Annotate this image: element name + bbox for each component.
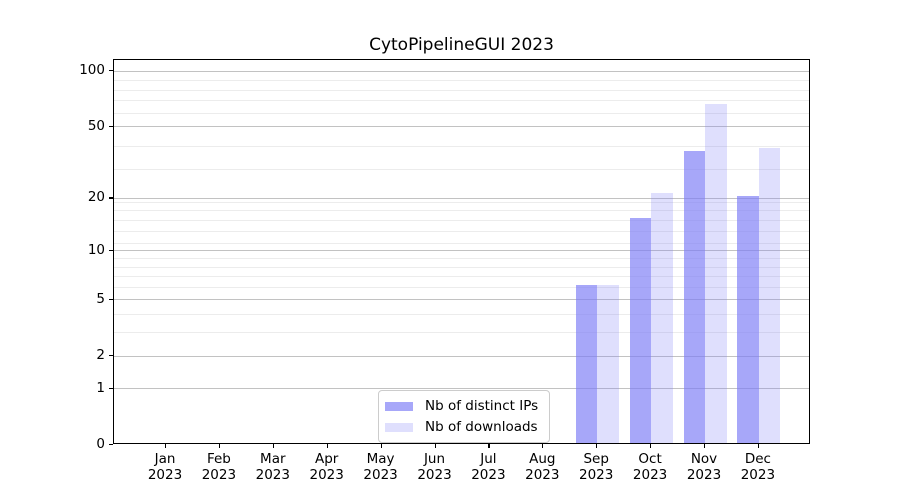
x-tick-label-mar: Mar 2023	[255, 451, 290, 483]
bar-downloads-nov	[705, 103, 727, 443]
y-tick-label-10: 10	[87, 241, 105, 258]
gridline-major-1	[114, 388, 809, 390]
y-tick-label-50: 50	[87, 117, 105, 134]
x-tick-label-aug: Aug 2023	[525, 451, 560, 483]
x-tick-mark-mar	[272, 444, 274, 448]
gridline-major-100	[114, 70, 809, 72]
x-tick-mark-oct	[650, 444, 652, 448]
x-tick-label-jan: Jan 2023	[147, 451, 183, 483]
legend-item-downloads: Nb of downloads	[385, 418, 538, 436]
y-tick-mark-100	[109, 70, 113, 72]
legend-item-distinct-ips: Nb of distinct IPs	[385, 397, 538, 415]
gridline-minor-9	[114, 258, 809, 259]
gridline-major-5	[114, 299, 809, 301]
gridline-major-20	[114, 197, 809, 199]
y-tick-mark-10	[109, 249, 113, 251]
y-tick-label-1: 1	[96, 379, 105, 396]
gridline-minor-29	[114, 169, 809, 171]
gridline-minor-19	[114, 201, 809, 203]
gridline-minor-8	[114, 266, 809, 268]
bar-distinct-ips-nov	[683, 150, 705, 443]
legend-swatch-distinct-ips	[385, 401, 413, 411]
legend-label-downloads: Nb of downloads	[425, 419, 538, 435]
y-tick-mark-2	[109, 355, 113, 357]
legend: Nb of distinct IPs Nb of downloads	[378, 390, 551, 443]
gridline-minor-4	[114, 314, 809, 316]
x-tick-mark-may	[380, 444, 382, 448]
y-tick-label-5: 5	[96, 290, 105, 307]
gridline-major-50	[114, 126, 809, 128]
bar-downloads-sep	[597, 285, 619, 443]
x-tick-mark-aug	[542, 444, 544, 448]
y-tick-mark-0	[109, 444, 113, 446]
y-tick-mark-20	[109, 197, 113, 199]
legend-label-distinct-ips: Nb of distinct IPs	[425, 398, 539, 414]
gridline-minor-6	[114, 286, 809, 288]
x-tick-mark-jan	[165, 444, 167, 448]
gridline-minor-39	[114, 145, 809, 147]
gridline-minor-79	[114, 89, 809, 91]
x-tick-label-jun: Jun 2023	[417, 451, 452, 483]
legend-swatch-downloads	[385, 422, 413, 432]
x-tick-mark-apr	[326, 444, 328, 448]
gridline-minor-11	[114, 243, 809, 245]
gridline-major-10	[114, 250, 809, 252]
bar-downloads-dec	[758, 148, 781, 443]
plot-area	[113, 59, 810, 444]
x-tick-mark-feb	[218, 444, 221, 448]
x-tick-mark-sep	[596, 444, 598, 448]
y-tick-mark-5	[109, 298, 113, 301]
y-tick-mark-1	[109, 387, 113, 390]
gridline-minor-89	[114, 80, 809, 82]
gridline-minor-17	[114, 210, 809, 212]
bar-distinct-ips-sep	[575, 285, 598, 443]
x-tick-label-oct: Oct 2023	[632, 451, 668, 483]
gridline-minor-69	[114, 100, 809, 102]
x-tick-label-dec: Dec 2023	[740, 451, 776, 483]
y-tick-label-2: 2	[96, 347, 105, 364]
x-tick-mark-dec	[757, 444, 760, 448]
x-tick-label-may: May 2023	[363, 451, 398, 483]
x-tick-mark-jun	[434, 444, 436, 448]
x-tick-label-jul: Jul 2023	[471, 451, 506, 483]
gridline-minor-3	[114, 332, 809, 334]
bar-distinct-ips-dec	[737, 196, 759, 443]
bar-downloads-oct	[651, 192, 673, 443]
x-tick-label-feb: Feb 2023	[201, 451, 237, 483]
gridline-major-2	[114, 355, 809, 357]
bar-distinct-ips-oct	[629, 218, 652, 443]
y-tick-mark-50	[109, 125, 113, 127]
chart-title: CytoPipelineGUI 2023	[369, 35, 554, 55]
gridline-minor-7	[114, 276, 809, 278]
gridline-minor-59	[114, 112, 809, 114]
x-tick-mark-nov	[704, 444, 706, 448]
y-tick-label-100: 100	[79, 62, 105, 79]
x-tick-label-sep: Sep 2023	[579, 451, 614, 483]
x-tick-label-nov: Nov 2023	[686, 451, 722, 483]
x-tick-mark-jul	[488, 444, 490, 448]
gridline-minor-15	[114, 219, 809, 221]
x-tick-label-apr: Apr 2023	[309, 451, 344, 483]
y-tick-label-0: 0	[96, 436, 105, 452]
gridline-minor-13	[114, 230, 809, 232]
y-tick-label-20: 20	[87, 189, 105, 206]
